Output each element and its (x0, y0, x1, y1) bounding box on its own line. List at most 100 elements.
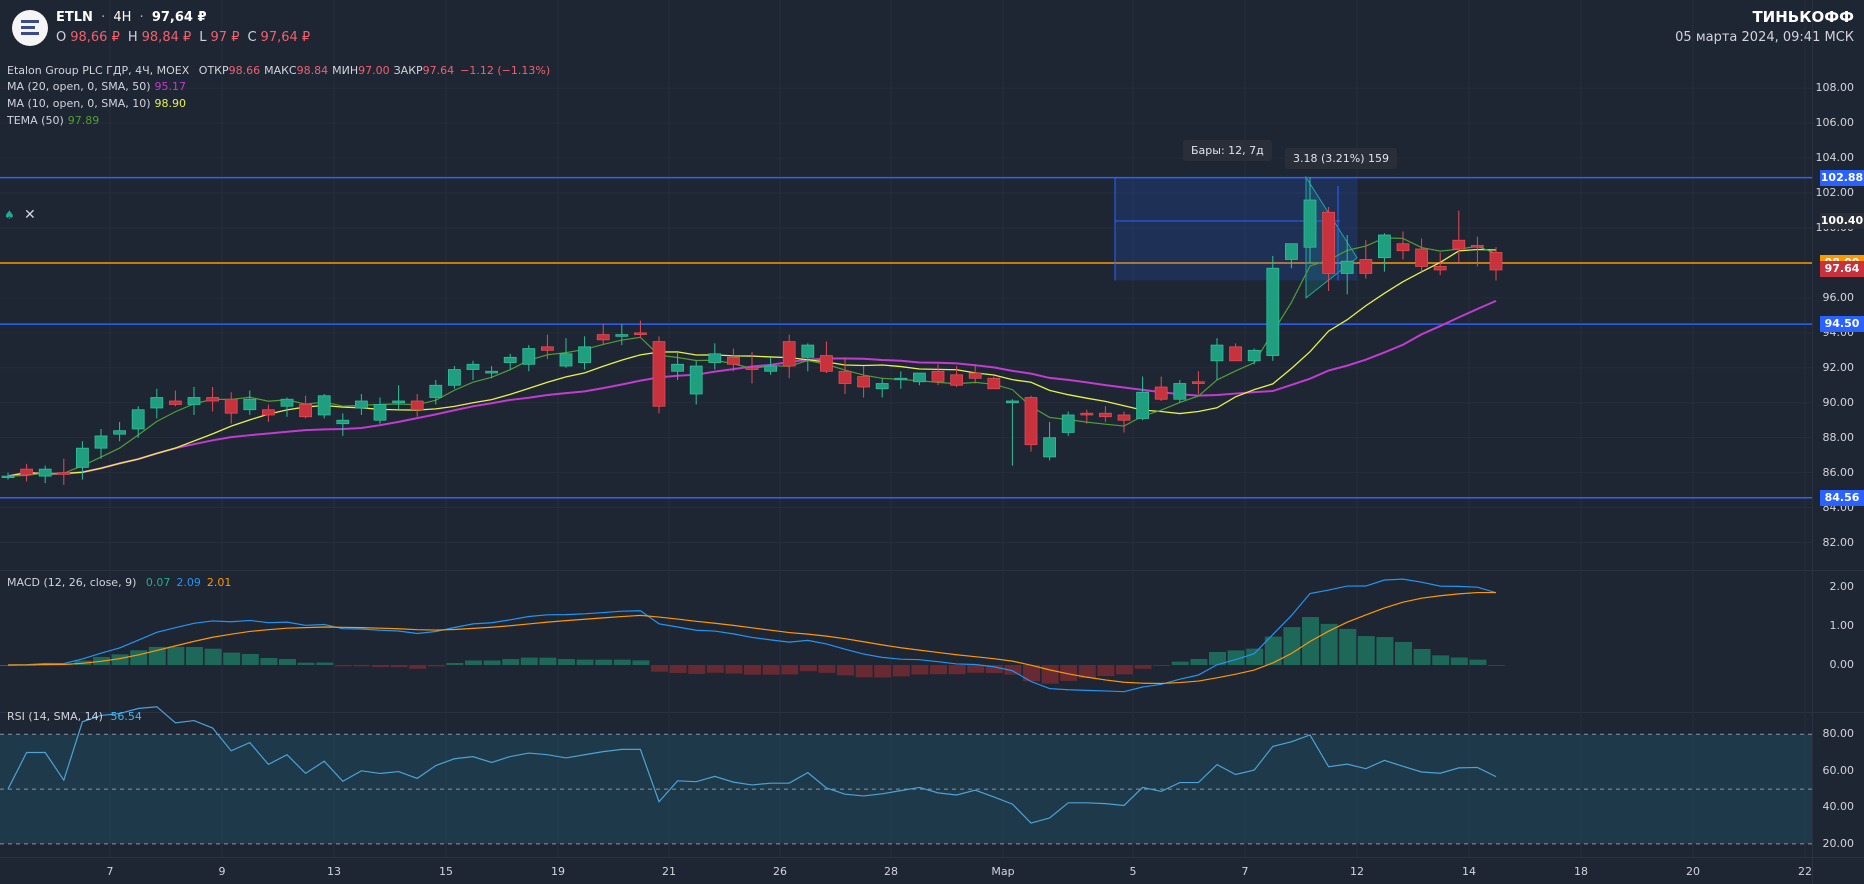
instrument-name: Etalon Group PLC ГДР, 4Ч, MOEX (7, 64, 190, 77)
legend-stat-key: МИН (332, 64, 359, 77)
close-icon[interactable]: ✕ (24, 207, 36, 223)
candle-bearish (1099, 412, 1112, 418)
macd-bar (1209, 651, 1226, 665)
macd-bar (1357, 636, 1375, 665)
price-axis-badge: 97.64 (1820, 261, 1864, 278)
pane-separator (0, 712, 1864, 713)
timeframe: 4H (113, 10, 132, 25)
macd-bar (874, 665, 892, 678)
macd-bar (1376, 637, 1394, 665)
instrument-legend: Etalon Group PLC ГДР, 4Ч, MOEX ОТКР98.66… (7, 64, 554, 77)
macd-label: MACD (12, 26, close, 9) (7, 576, 137, 589)
candle-bearish (968, 372, 982, 379)
indicator-label: MA (10, open, 0, SMA, 10) (7, 97, 151, 110)
candle-bullish (1285, 243, 1298, 260)
ohlc-value-l: 97 ₽ (210, 30, 240, 45)
macd-bar (279, 658, 296, 665)
indicator-value: 95.17 (154, 80, 187, 93)
macd-bar (1134, 665, 1152, 669)
legend-stat-value: 98.84 (296, 64, 329, 77)
candle-bearish (1452, 239, 1466, 250)
macd-bar (539, 657, 557, 665)
candle-bearish (57, 472, 71, 475)
candle-bullish (503, 356, 517, 363)
macd-bar (1413, 648, 1431, 665)
candle-bearish (1080, 412, 1094, 416)
time-axis-label: 12 (1350, 865, 1364, 878)
macd-bar (613, 659, 631, 665)
ohlc-value-h: 98,84 ₽ (141, 30, 192, 45)
candle-bearish (1117, 414, 1131, 421)
macd-bar (948, 665, 966, 675)
macd-bar (1004, 665, 1022, 675)
candle-bullish (1266, 267, 1280, 356)
indicator-value: 98.90 (154, 97, 187, 110)
macd-bar (1171, 661, 1189, 665)
price-tick-label: 88.00 (1822, 430, 1855, 444)
legend-stat-value: 97.64 (422, 64, 455, 77)
indicator-legend: MA (20, open, 0, SMA, 50) 95.17 MA (10, op… (7, 80, 190, 131)
candle-bullish (38, 468, 52, 477)
candle-bullish (578, 346, 591, 363)
macd-bar (1023, 665, 1040, 682)
ohlc-key-l: L (199, 30, 207, 45)
macd-bar (520, 657, 538, 665)
macd-bar (1264, 636, 1282, 665)
pane-separator (0, 857, 1864, 858)
candle-bullish (429, 384, 443, 398)
last-price: 97,64 ₽ (151, 10, 207, 25)
candle-bullish (280, 398, 294, 407)
candle-bullish (522, 348, 536, 365)
candle-bullish (1006, 400, 1019, 404)
legend-stat-value: 98.66 (228, 64, 261, 77)
bell-icon[interactable]: ♠ (4, 208, 15, 222)
macd-bar (651, 665, 668, 672)
price-tick-label: 86.00 (1822, 465, 1855, 479)
macd-bar (1450, 657, 1468, 665)
grid-lines (0, 0, 1812, 857)
candle-bullish (559, 353, 573, 367)
macd-bar (465, 660, 482, 665)
axis-separator (1812, 0, 1813, 884)
candle-bullish (689, 365, 703, 395)
candle-bullish (913, 372, 926, 383)
rsi-value: 56.54 (110, 710, 142, 723)
candle-bullish (1043, 437, 1056, 458)
macd-value: 2.01 (206, 576, 232, 589)
candle-bullish (392, 400, 406, 404)
candle-bullish (94, 435, 108, 449)
macd-tick-label: 0.00 (1829, 658, 1855, 671)
time-axis-label: 21 (662, 865, 676, 878)
candle-bullish (150, 397, 164, 409)
candle-bearish (1192, 381, 1205, 384)
macd-bar (483, 660, 501, 665)
indicator-row: MA (20, open, 0, SMA, 50) 95.17 (7, 80, 190, 97)
candle-bearish (820, 355, 833, 372)
macd-bar (186, 646, 203, 665)
macd-bar (967, 665, 985, 673)
candle-bullish (317, 395, 331, 416)
candle-bearish (1229, 346, 1242, 362)
price-tick-label: 90.00 (1822, 395, 1855, 409)
macd-bar (1246, 648, 1264, 665)
macd-line (7, 578, 1497, 693)
macd-bar (446, 662, 464, 665)
candle-bearish (1024, 397, 1038, 446)
datetime: 05 марта 2024, 09:41 МСК (1675, 30, 1854, 45)
time-axis-label: 9 (218, 865, 226, 878)
macd-bar (558, 659, 575, 665)
macd-bar (781, 665, 799, 675)
macd-bar (688, 665, 706, 674)
time-axis-label: 13 (327, 865, 341, 878)
candle-bearish (857, 376, 870, 388)
time-axis-label: 19 (551, 865, 565, 878)
macd-bar (855, 665, 873, 678)
macd-legend: MACD (12, 26, close, 9) 0.07 2.09 2.01 (7, 576, 235, 589)
candle-bullish (485, 370, 499, 374)
tinkoff-logo-icon (12, 10, 48, 46)
candle-bullish (1061, 414, 1075, 433)
price-axis-badge: 94.50 (1820, 316, 1864, 333)
time-axis-label: 5 (1129, 865, 1137, 878)
candle-bearish (782, 341, 796, 367)
